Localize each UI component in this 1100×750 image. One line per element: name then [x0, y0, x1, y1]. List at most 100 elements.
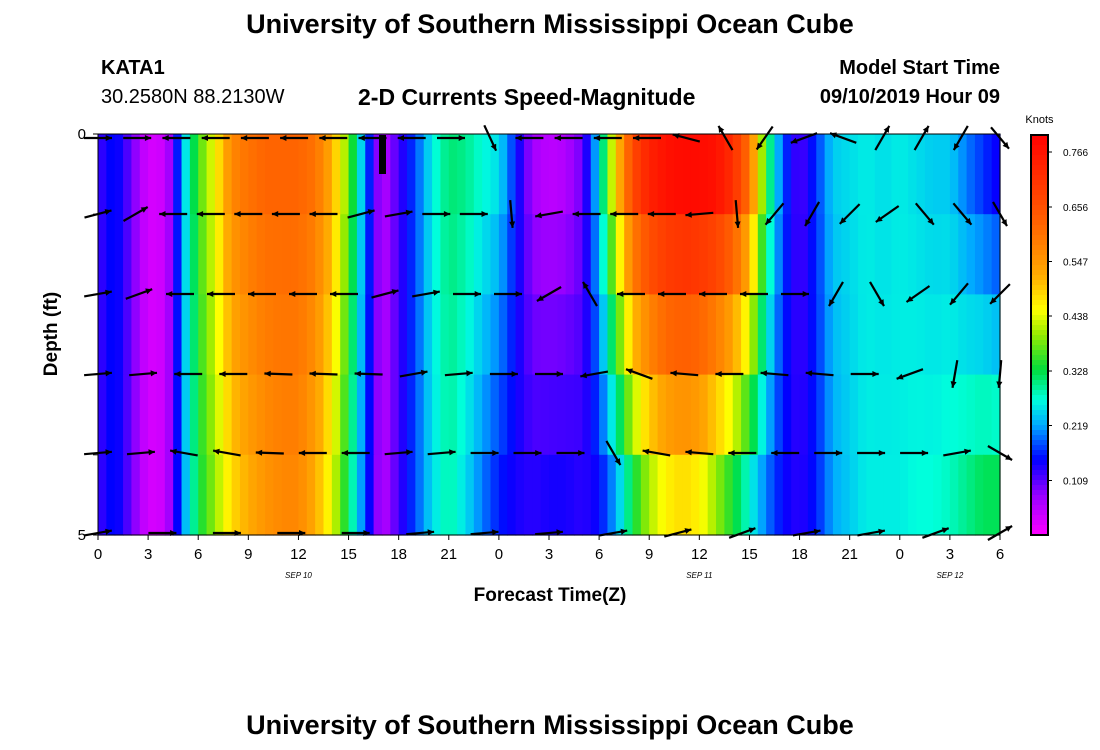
colorbar-tick-label: 0.438	[1063, 312, 1088, 323]
colorbar-swatch	[1031, 460, 1048, 466]
heat-cell	[423, 294, 433, 376]
heat-cell	[123, 134, 133, 215]
current-vector	[162, 135, 191, 141]
heat-cell	[582, 374, 592, 456]
heat-cell	[699, 214, 709, 295]
current-vector	[943, 448, 971, 457]
vector-head	[515, 291, 522, 297]
colorbar-swatch	[1031, 435, 1048, 441]
vector-head	[433, 289, 440, 296]
x-tick-label: 15	[340, 546, 357, 563]
colorbar-swatch	[1031, 335, 1048, 341]
y-axis: 05	[78, 126, 98, 544]
vector-head	[490, 143, 497, 151]
vector-head	[289, 291, 296, 297]
current-vector	[914, 202, 935, 226]
heat-cell	[256, 294, 266, 376]
heat-cell	[757, 134, 767, 215]
heat-cell	[373, 374, 383, 456]
colorbar-swatch	[1031, 145, 1048, 151]
heat-cell	[123, 454, 133, 536]
heat-cell	[398, 374, 408, 456]
heatmap-cells	[98, 134, 1001, 536]
vector-head	[420, 369, 428, 376]
heat-cell	[106, 294, 116, 376]
colorbar-swatch	[1031, 205, 1048, 211]
heat-cell	[298, 134, 308, 215]
heat-cell	[139, 134, 149, 215]
heat-cell	[189, 214, 199, 295]
colorbar-swatch	[1031, 200, 1048, 206]
vector-head	[964, 448, 971, 455]
heat-cell	[281, 294, 291, 376]
heat-cell	[891, 294, 901, 376]
colorbar-swatch	[1031, 465, 1048, 471]
heat-cell	[674, 134, 684, 215]
heat-cell	[256, 134, 266, 215]
heat-cell	[290, 454, 300, 536]
heat-cell	[766, 374, 776, 456]
heat-cell	[273, 454, 283, 536]
heat-cell	[181, 214, 191, 295]
heat-cell	[791, 374, 801, 456]
heat-cell	[707, 134, 717, 215]
heat-cell	[248, 214, 258, 295]
heat-cell	[432, 134, 442, 215]
heat-cell	[657, 454, 667, 536]
vector-head	[535, 212, 542, 219]
current-vector	[271, 211, 300, 217]
heat-cell	[824, 454, 834, 536]
heat-cell	[908, 374, 918, 456]
heat-cell	[649, 294, 659, 376]
heat-cell	[791, 214, 801, 295]
heat-cell	[465, 134, 475, 215]
heat-cell	[248, 454, 258, 536]
heat-cell	[248, 374, 258, 456]
vector-head	[633, 135, 640, 141]
heat-cell	[549, 294, 558, 376]
heat-cell	[724, 454, 734, 536]
heat-cell	[306, 134, 316, 215]
heat-cell	[507, 134, 517, 215]
vector-head	[458, 135, 465, 141]
heat-cell	[131, 454, 141, 536]
heat-cell	[432, 454, 442, 536]
heat-cell	[682, 374, 692, 456]
heat-cell	[816, 454, 826, 536]
vector-head	[802, 291, 809, 297]
heat-cell	[640, 134, 650, 215]
heat-cell	[799, 294, 809, 376]
x-tick-label: 21	[841, 546, 858, 563]
vector-head	[309, 370, 316, 377]
heat-cell	[941, 294, 951, 376]
heat-cell	[832, 214, 842, 295]
colorbar-swatch	[1031, 480, 1048, 486]
heat-cell	[164, 134, 174, 215]
current-vector	[319, 135, 348, 141]
heat-cell	[974, 214, 984, 295]
heat-cell	[624, 294, 634, 376]
heat-cell	[682, 294, 692, 376]
heat-cell	[482, 214, 492, 295]
colorbar-swatch	[1031, 515, 1048, 521]
heat-cell	[557, 134, 567, 215]
vector-head	[105, 449, 112, 456]
colorbar-swatch	[1031, 420, 1048, 426]
colorbar-swatch	[1031, 450, 1048, 456]
heat-cell	[315, 134, 325, 215]
heat-cell	[214, 454, 224, 536]
heat-cell	[290, 374, 300, 456]
heat-cell	[181, 454, 191, 536]
x-tick-label: 6	[595, 546, 603, 563]
heat-cell	[123, 374, 133, 456]
heat-cell	[908, 454, 918, 536]
heat-cell	[273, 134, 283, 215]
current-vector	[647, 211, 676, 217]
heat-cell	[532, 454, 542, 536]
heat-cell	[164, 454, 174, 536]
heat-cell	[557, 294, 567, 376]
colorbar-swatch	[1031, 210, 1048, 216]
heat-cell	[98, 214, 107, 295]
heat-cell	[223, 294, 233, 376]
colorbar-swatch	[1031, 265, 1048, 271]
